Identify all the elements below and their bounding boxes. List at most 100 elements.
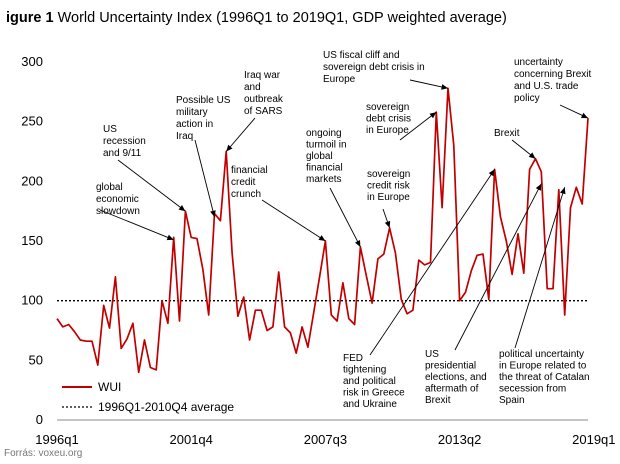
annotation-text: uncertainty bbox=[514, 57, 563, 68]
annotation-text: concerning Brexit bbox=[514, 69, 591, 80]
annotation-text: of SARS bbox=[244, 106, 283, 117]
annotation-text: sovereign debt crisis in bbox=[323, 62, 425, 73]
annotation-text: military bbox=[176, 107, 208, 118]
figure-title: igure 1 World Uncertainty Index (1996Q1 … bbox=[6, 10, 507, 26]
legend-average-label: 1996Q1-2010Q4 average bbox=[98, 400, 234, 414]
y-tick-label: 150 bbox=[21, 233, 43, 248]
annotation-text: sovereign bbox=[367, 169, 410, 180]
annotation-text: tightening bbox=[343, 365, 386, 376]
annotation-text: and political bbox=[343, 376, 396, 387]
annotation-text: aftermath of bbox=[425, 384, 479, 395]
annotation-text: Brexit bbox=[425, 395, 451, 406]
annotation-arrow bbox=[409, 79, 449, 89]
annotation-arrowhead bbox=[355, 240, 361, 247]
annotation-arrowhead bbox=[528, 152, 536, 159]
annotation-text: and Ukraine bbox=[343, 399, 397, 410]
annotation-arrow bbox=[261, 199, 326, 242]
legend-wui-label: WUI bbox=[98, 380, 121, 394]
annotation-text: the threat of Catalan bbox=[499, 372, 590, 383]
annotation-arrowhead bbox=[166, 234, 174, 241]
annotation-text: Spain bbox=[499, 395, 525, 406]
annotation-text: elections, and bbox=[425, 372, 487, 383]
annotation-text: presidential bbox=[425, 361, 476, 372]
annotation-text: slowdown bbox=[96, 206, 140, 217]
annotation-arrowhead bbox=[178, 205, 186, 212]
annotation-text: global bbox=[96, 182, 123, 193]
annotation-text: markets bbox=[306, 174, 342, 185]
annotation-text: crunch bbox=[231, 189, 261, 200]
annotation-text: risk in Greece bbox=[343, 388, 405, 399]
annotation-arrowhead bbox=[441, 84, 448, 90]
annotation-arrowhead bbox=[318, 235, 326, 241]
annotation-text: financial bbox=[306, 163, 343, 174]
annotation-text: Iraq war bbox=[244, 70, 281, 81]
annotation-text: and U.S. trade bbox=[514, 81, 579, 92]
annotation-text: in Europe related to bbox=[499, 361, 587, 372]
annotation-text: credit risk bbox=[367, 181, 411, 192]
x-tick-label: 2013q2 bbox=[438, 432, 481, 447]
annotation-text: and bbox=[244, 82, 261, 93]
annotation-text: secession from bbox=[499, 384, 566, 395]
annotation-arrow bbox=[329, 187, 361, 248]
annotation-text: policy bbox=[514, 93, 540, 104]
annotation-text: in Europe bbox=[366, 125, 409, 136]
annotation-arrowhead bbox=[560, 187, 566, 195]
annotation-text: outbreak bbox=[244, 94, 284, 105]
annotation-arrow bbox=[99, 209, 174, 241]
annotation-text: global bbox=[306, 151, 333, 162]
annotation-text: US bbox=[425, 349, 439, 360]
annotation-text: FED bbox=[343, 353, 363, 364]
annotation-arrowhead bbox=[581, 112, 588, 119]
annotation-ann11: Brexit bbox=[494, 128, 536, 160]
annotation-text: credit bbox=[231, 177, 256, 188]
annotation-arrowhead bbox=[429, 112, 437, 119]
x-tick-label: 2019q1 bbox=[572, 432, 615, 447]
y-axis-ticks: 0 50 100 150 200 250 300 bbox=[21, 54, 43, 427]
annotation-text: Europe bbox=[323, 74, 356, 85]
x-tick-label: 2001q4 bbox=[170, 432, 213, 447]
annotation-arrowhead bbox=[384, 220, 391, 228]
annotation-text: and 9/11 bbox=[103, 148, 142, 159]
annotation-text: political uncertainty bbox=[499, 349, 584, 360]
y-tick-label: 200 bbox=[21, 173, 43, 188]
annotation-text: economic bbox=[96, 194, 139, 205]
annotation-text: sovereign bbox=[366, 102, 409, 113]
legend: WUI 1996Q1-2010Q4 average bbox=[62, 380, 234, 414]
annotation-arrow bbox=[225, 117, 256, 152]
annotation-text: US bbox=[103, 124, 117, 135]
annotation-arrowhead bbox=[488, 169, 495, 177]
annotation-arrowhead bbox=[210, 210, 216, 218]
annotation-text: Possible US bbox=[176, 95, 231, 106]
x-tick-label: 1996q1 bbox=[35, 432, 78, 447]
annotation-text: debt crisis bbox=[366, 114, 411, 125]
annotation-arrowhead bbox=[226, 144, 233, 152]
annotation-text: Brexit bbox=[494, 128, 520, 139]
y-tick-label: 100 bbox=[21, 293, 43, 308]
annotation-arrow bbox=[194, 139, 215, 218]
annotation-text: action in bbox=[176, 119, 213, 130]
annotation-text: US fiscal cliff and bbox=[323, 50, 400, 61]
annotation-arrow bbox=[454, 183, 542, 351]
annotation-text: turmoil in bbox=[306, 140, 347, 151]
wui-series-line bbox=[56, 87, 589, 374]
annotation-text: recession bbox=[103, 136, 146, 147]
y-tick-label: 300 bbox=[21, 54, 43, 69]
y-tick-label: 50 bbox=[29, 352, 43, 367]
annotation-text: in Europe bbox=[367, 192, 410, 203]
annotation-arrow bbox=[514, 187, 566, 349]
annotation-text: Iraq bbox=[176, 131, 193, 142]
source-note: Forrás: voxeu.org bbox=[4, 448, 83, 459]
